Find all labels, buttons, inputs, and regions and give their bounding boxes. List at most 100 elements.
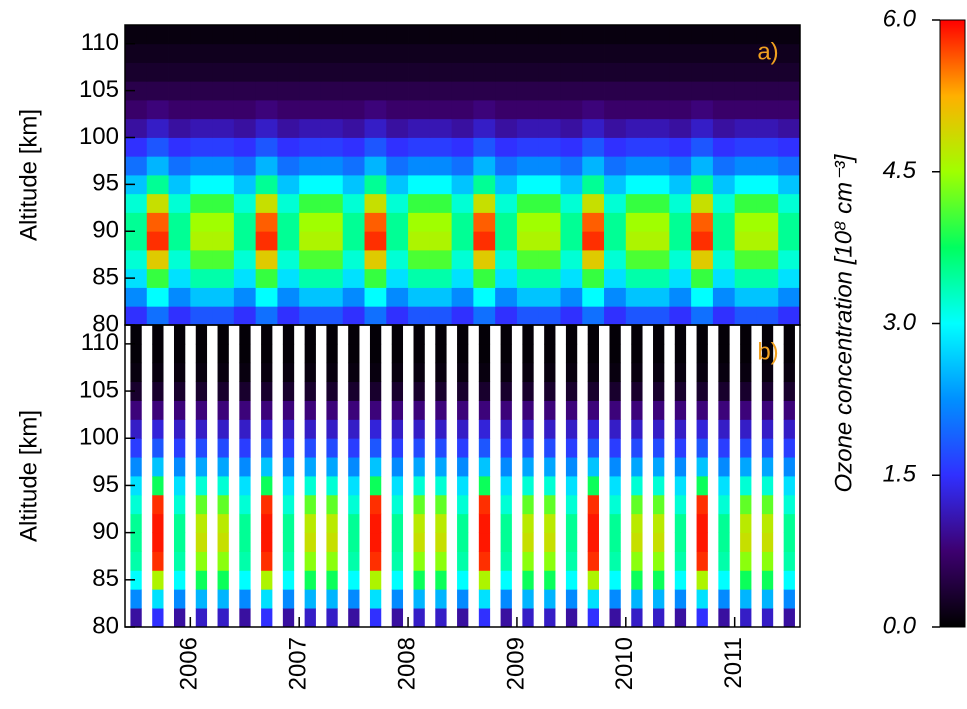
heatmap-cell <box>565 608 578 627</box>
heatmap-cell <box>560 81 583 101</box>
heatmap-cell <box>364 156 387 176</box>
heatmap-cell <box>516 43 540 63</box>
heatmap-cell <box>560 175 583 195</box>
heatmap-cell <box>364 268 387 288</box>
heatmap-cell <box>125 287 148 307</box>
heatmap-cell <box>261 362 273 383</box>
heatmap-cell <box>255 175 278 195</box>
heatmap-cell <box>473 231 496 251</box>
heatmap-cell <box>233 193 257 213</box>
heatmap-cell <box>408 118 431 138</box>
heatmap-cell <box>669 268 692 288</box>
heatmap-cell <box>212 81 235 101</box>
heatmap-cell <box>631 362 643 383</box>
heatmap-cell <box>691 250 714 270</box>
heatmap-cell <box>391 570 404 590</box>
heatmap-cell <box>146 175 169 195</box>
heatmap-cell <box>429 156 453 176</box>
heatmap-cell <box>761 343 774 364</box>
heatmap-cell <box>631 476 643 496</box>
heatmap-cell <box>369 476 382 496</box>
heatmap-cell <box>190 287 213 307</box>
heatmap-cell <box>391 551 404 571</box>
heatmap-cell <box>756 268 779 288</box>
heatmap-cell <box>674 457 687 477</box>
heatmap-cell <box>740 532 752 552</box>
heatmap-cell <box>386 62 409 82</box>
heatmap-cell <box>538 156 561 176</box>
heatmap-cell <box>277 100 300 120</box>
heatmap-cell <box>712 118 736 138</box>
heatmap-cell <box>168 137 191 157</box>
heatmap-cell <box>734 43 757 63</box>
heatmap-cell <box>712 268 736 288</box>
heatmap-cell <box>320 212 344 232</box>
heatmap-cell <box>413 438 425 458</box>
heatmap-cell <box>500 608 512 627</box>
heatmap-cell <box>761 570 774 590</box>
heatmap-cell <box>582 81 605 101</box>
heatmap-cell <box>457 551 469 571</box>
heatmap-cell <box>696 513 708 534</box>
heatmap-cell <box>435 325 447 345</box>
heatmap-cell <box>304 419 316 439</box>
y-tick-label: 105 <box>79 76 119 103</box>
heatmap-cell <box>152 325 164 345</box>
heatmap-cell <box>718 400 730 420</box>
heatmap-cell <box>413 494 425 515</box>
heatmap-cell <box>217 381 229 401</box>
heatmap-cell <box>478 532 491 552</box>
heatmap-cell <box>457 362 469 383</box>
heatmap-cell <box>516 287 540 307</box>
heatmap-cell <box>195 494 208 515</box>
heatmap-cell <box>783 532 795 552</box>
heatmap-cell <box>587 532 599 552</box>
colorbar <box>939 19 966 628</box>
heatmap-cell <box>435 570 447 590</box>
heatmap-cell <box>282 419 295 439</box>
heatmap-cell <box>173 513 186 534</box>
heatmap-cell <box>282 343 295 364</box>
heatmap-cell <box>342 231 365 251</box>
heatmap-cell <box>516 268 540 288</box>
heatmap-cell <box>391 476 404 496</box>
heatmap-cell <box>435 381 447 401</box>
heatmap-cell <box>691 156 714 176</box>
heatmap-cell <box>691 62 714 82</box>
heatmap-cell <box>168 25 191 45</box>
heatmap-cell <box>386 231 409 251</box>
heatmap-cell <box>609 343 621 364</box>
heatmap-cell <box>413 476 425 496</box>
heatmap-cell <box>565 513 578 534</box>
heatmap-cell <box>130 400 142 420</box>
heatmap-cell <box>778 287 800 307</box>
heatmap-cell <box>625 137 648 157</box>
heatmap-cell <box>408 306 431 325</box>
heatmap-cell <box>429 250 453 270</box>
heatmap-cell <box>495 43 518 63</box>
heatmap-cell <box>369 589 382 609</box>
heatmap-cell <box>625 175 648 195</box>
heatmap-cell <box>152 513 164 534</box>
heatmap-cell <box>130 532 142 552</box>
heatmap-cell <box>674 589 687 609</box>
heatmap-cell <box>233 62 257 82</box>
heatmap-cell <box>173 343 186 364</box>
heatmap-cell <box>756 100 779 120</box>
heatmap-cell <box>674 570 687 590</box>
heatmap-cell <box>212 306 235 325</box>
heatmap-cell <box>457 476 469 496</box>
heatmap-cell <box>582 250 605 270</box>
heatmap-cell <box>712 100 736 120</box>
heatmap-cell <box>130 381 142 401</box>
heatmap-cell <box>320 250 344 270</box>
heatmap-cell <box>277 212 300 232</box>
heatmap-cell <box>168 81 191 101</box>
heatmap-cell <box>495 287 518 307</box>
y-axis-label: Altitude [km] <box>15 109 42 241</box>
heatmap-cell <box>130 570 142 590</box>
heatmap-cell <box>734 156 757 176</box>
heatmap-cell <box>326 551 338 571</box>
heatmap-cell <box>408 250 431 270</box>
heatmap-cell <box>778 100 800 120</box>
